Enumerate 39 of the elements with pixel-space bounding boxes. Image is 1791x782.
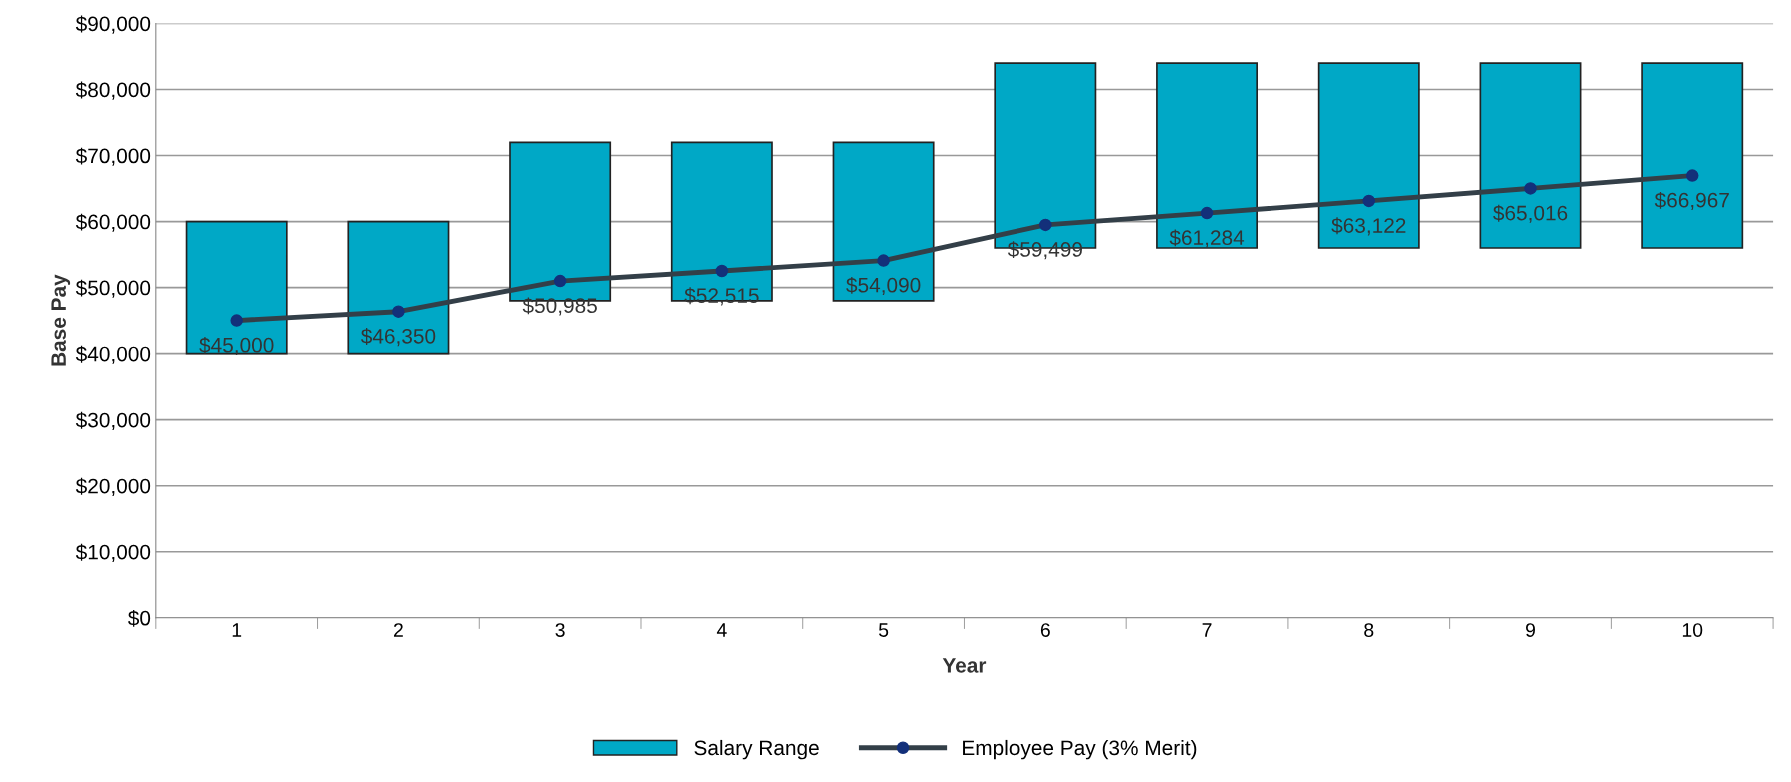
x-tick-label: 3 <box>555 623 565 637</box>
legend-label: Salary Range <box>694 739 819 760</box>
x-tick-label: 1 <box>232 623 242 637</box>
x-tick-label: 10 <box>1682 623 1703 637</box>
data-label: $45,000 <box>199 336 274 356</box>
bar <box>347 220 450 355</box>
x-tick-label: 5 <box>878 623 889 637</box>
x-tick-label: 4 <box>716 623 727 637</box>
x-tick-label: 6 <box>1040 623 1050 637</box>
y-tick-label: $30,000 <box>75 411 151 430</box>
y-tick-label: $90,000 <box>75 15 151 34</box>
y-tick-label: $40,000 <box>75 345 151 364</box>
y-tick-label: $80,000 <box>75 81 151 100</box>
x-tick-label: 7 <box>1202 623 1212 637</box>
bar <box>1641 62 1744 249</box>
legend-label: Employee Pay (3% Merit) <box>963 739 1197 760</box>
y-tick-label: $0 <box>128 609 151 627</box>
x-tick-label: 2 <box>393 623 403 637</box>
y-tick-label: $10,000 <box>75 543 151 562</box>
x-tick-label: 9 <box>1526 623 1535 637</box>
bar <box>1317 62 1420 249</box>
bar <box>1479 62 1582 249</box>
data-label: $54,090 <box>846 276 921 296</box>
y-tick-label: $50,000 <box>75 279 151 298</box>
data-label: $66,967 <box>1654 191 1729 210</box>
y-tick-label: $60,000 <box>75 213 151 232</box>
x-tick-label: 8 <box>1364 623 1374 637</box>
data-label: $63,122 <box>1331 217 1406 236</box>
bar <box>832 141 935 302</box>
bar <box>1156 62 1259 249</box>
y-axis-title: Base Pay <box>51 274 71 366</box>
bar <box>185 220 288 355</box>
data-label: $46,350 <box>360 328 436 347</box>
data-label: $65,016 <box>1493 204 1568 223</box>
y-tick-label: $70,000 <box>75 147 151 166</box>
y-tick-label: $20,000 <box>75 477 151 496</box>
data-label: $61,284 <box>1169 229 1245 248</box>
x-axis-title: Year <box>942 658 987 673</box>
data-label: $50,985 <box>522 297 597 316</box>
